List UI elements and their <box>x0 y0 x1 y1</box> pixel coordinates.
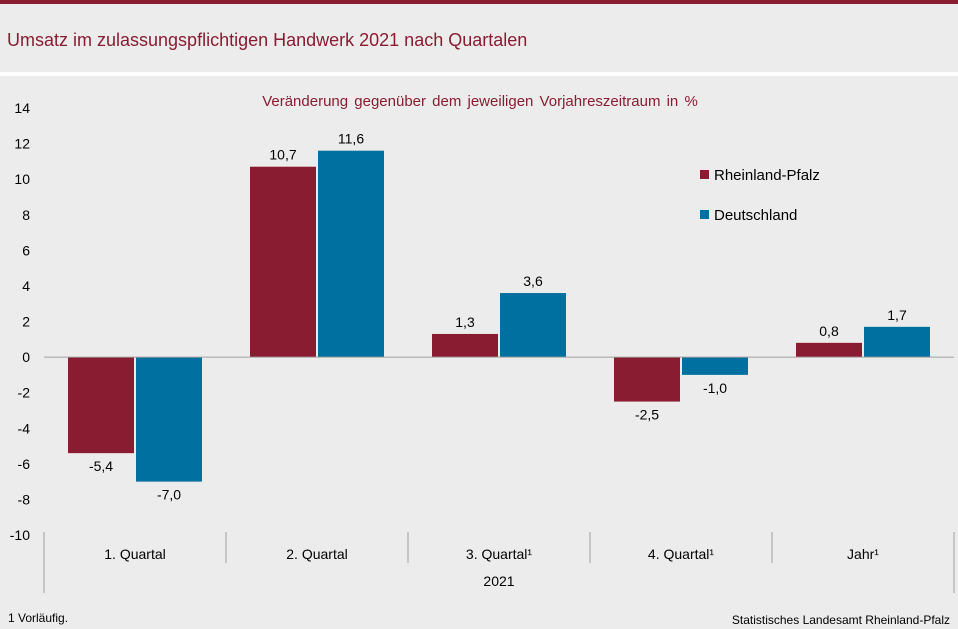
data-label: -5,4 <box>89 458 113 474</box>
chart-title: Umsatz im zulassungspflichtigen Handwerk… <box>7 30 528 50</box>
bar <box>136 357 202 482</box>
bar <box>68 357 134 454</box>
category-label: 4. Quartal¹ <box>648 546 714 562</box>
data-label: 10,7 <box>269 147 296 163</box>
y-tick-label: 14 <box>14 100 30 116</box>
category-label: Jahr¹ <box>847 546 879 562</box>
y-tick-label: 4 <box>22 278 30 294</box>
chart-subtitle: Veränderung gegenüber dem jeweiligen Vor… <box>262 93 698 110</box>
y-tick-label: 6 <box>22 242 30 258</box>
legend-label: Rheinland-Pfalz <box>714 167 820 184</box>
bar <box>614 357 680 402</box>
y-tick-label: 10 <box>14 171 30 187</box>
bar <box>682 357 748 375</box>
category-label: 3. Quartal¹ <box>466 546 532 562</box>
title-separator <box>0 72 958 76</box>
legend-swatch <box>700 170 709 179</box>
bar <box>250 166 316 358</box>
category-label: 1. Quartal <box>104 546 165 562</box>
bar-chart: Veränderung gegenüber dem jeweiligen Vor… <box>10 93 955 593</box>
data-label: 3,6 <box>523 273 543 289</box>
bar <box>864 326 930 358</box>
category-group-label: 2021 <box>483 573 514 589</box>
y-tick-label: -8 <box>18 491 31 507</box>
data-label: 11,6 <box>338 131 364 147</box>
footnote: 1 Vorläufig. <box>8 611 69 625</box>
y-tick-label: -4 <box>18 420 31 436</box>
bar <box>432 333 498 358</box>
source-note: Statistisches Landesamt Rheinland-Pfalz <box>731 613 950 627</box>
bar <box>500 293 566 358</box>
y-tick-label: -10 <box>10 527 30 543</box>
data-label: 1,3 <box>455 314 475 330</box>
bar <box>318 150 384 358</box>
legend-swatch <box>700 210 709 219</box>
top-accent-rule <box>0 0 958 4</box>
legend-label: Deutschland <box>714 207 797 224</box>
bar <box>796 342 862 358</box>
y-tick-label: 8 <box>22 207 30 223</box>
y-tick-label: 0 <box>22 349 30 365</box>
data-label: 0,8 <box>819 323 839 339</box>
data-label: 1,7 <box>887 307 907 323</box>
y-tick-label: -2 <box>18 385 31 401</box>
y-tick-label: 2 <box>22 314 30 330</box>
data-label: -2,5 <box>635 407 659 423</box>
data-label: -7,0 <box>157 487 181 503</box>
category-label: 2. Quartal <box>286 546 347 562</box>
y-tick-label: -6 <box>18 456 31 472</box>
y-tick-label: 12 <box>14 136 30 152</box>
data-label: -1,0 <box>703 380 727 396</box>
